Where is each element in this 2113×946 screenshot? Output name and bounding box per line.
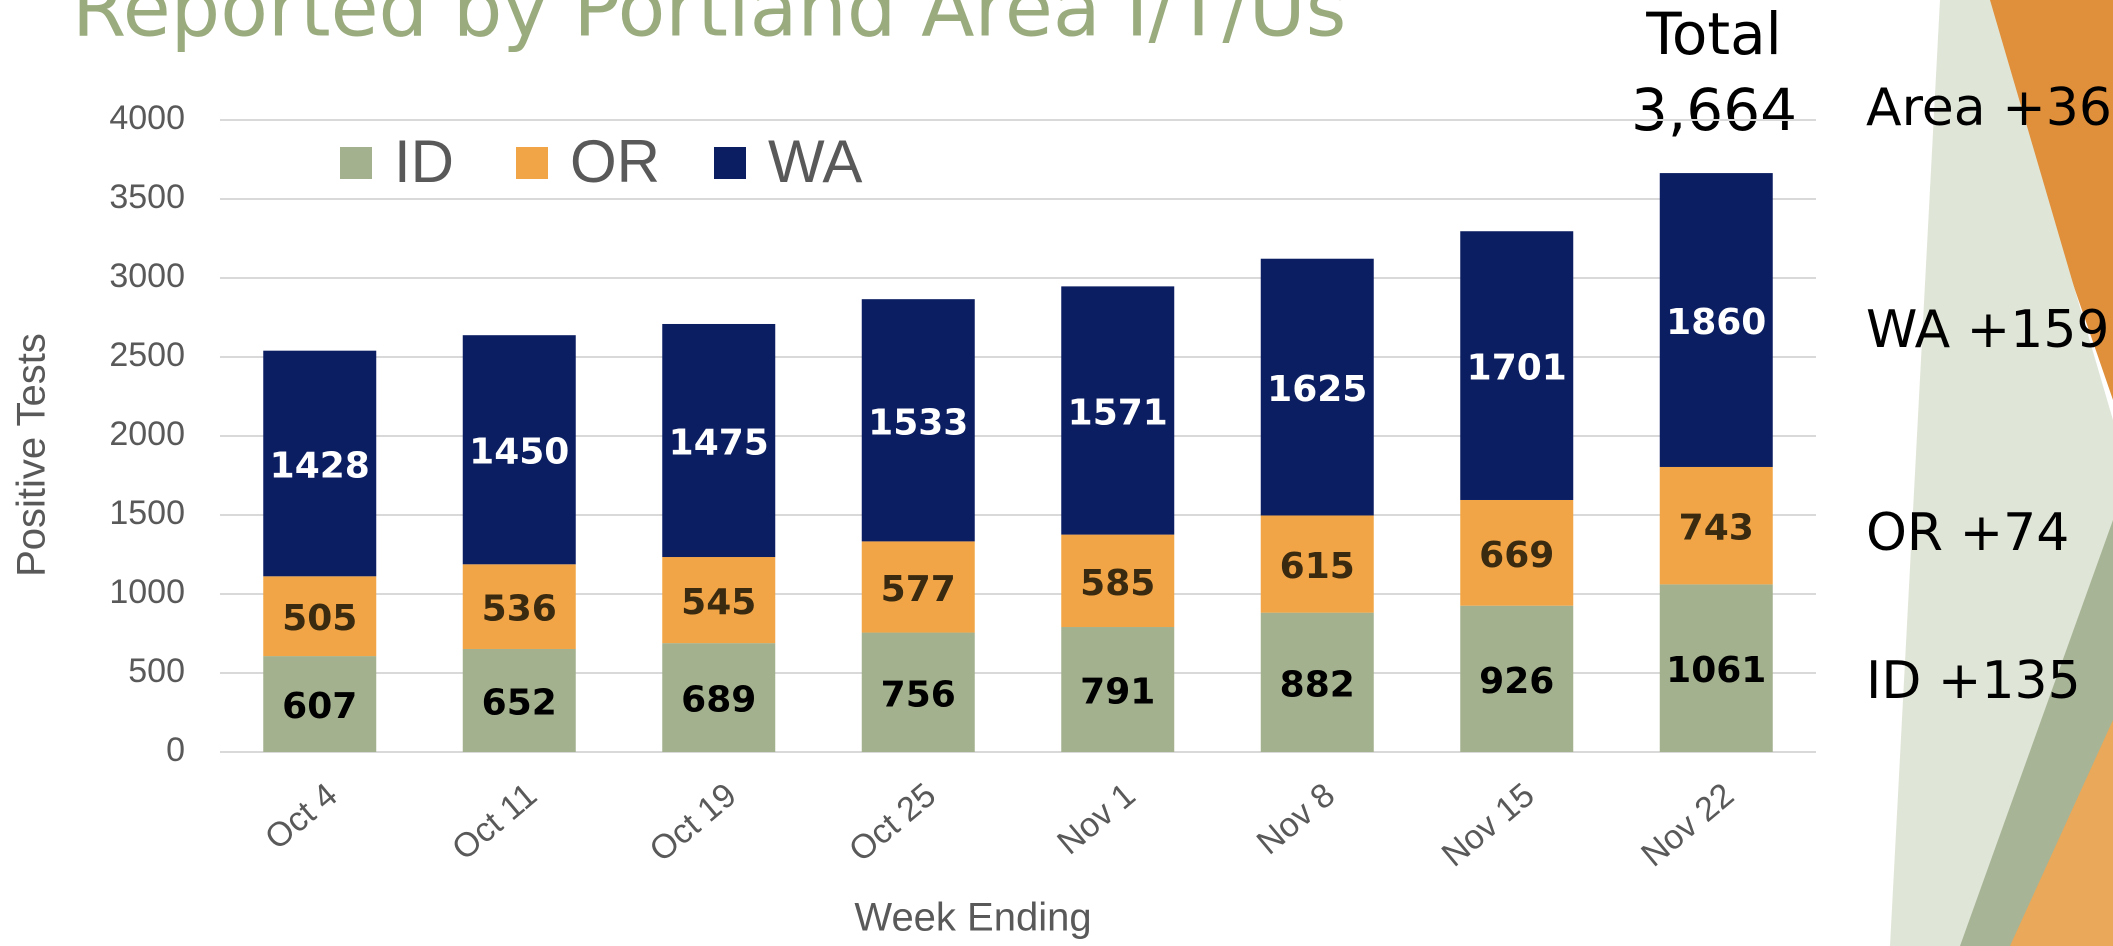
annotation: ID +135 xyxy=(1866,651,2081,711)
data-label: 536 xyxy=(482,589,557,630)
data-label: 1571 xyxy=(1068,392,1168,433)
x-tick-label: Oct 11 xyxy=(445,776,544,868)
y-tick-label: 500 xyxy=(128,652,185,690)
decor xyxy=(2010,720,2113,946)
bar-segment xyxy=(662,323,776,558)
bar-segment xyxy=(263,656,377,752)
bar-segment xyxy=(861,299,975,542)
y-tick-label: 4000 xyxy=(109,99,185,137)
x-tick-label: Nov 8 xyxy=(1250,776,1342,862)
x-tick-label: Oct 25 xyxy=(842,776,943,869)
x-tick-label: Nov 1 xyxy=(1050,776,1142,862)
data-label: 669 xyxy=(1479,535,1554,576)
legend-swatch xyxy=(714,147,746,179)
y-axis-label: Positive Tests xyxy=(10,333,54,577)
data-label: 577 xyxy=(881,569,956,610)
data-label: 1061 xyxy=(1666,650,1766,691)
data-label: 615 xyxy=(1280,546,1355,587)
annotation: OR +74 xyxy=(1866,503,2069,563)
x-tick-label: Oct 4 xyxy=(258,776,345,857)
data-label: 1625 xyxy=(1267,369,1367,410)
data-label: 743 xyxy=(1679,508,1754,549)
x-tick-label: Oct 19 xyxy=(643,776,744,869)
bar-segment xyxy=(1061,286,1175,535)
y-tick-label: 2500 xyxy=(109,336,185,374)
legend-swatch xyxy=(516,147,548,179)
bar-segment xyxy=(462,648,576,752)
bar-segment xyxy=(1260,515,1374,613)
bar-segment xyxy=(1460,499,1574,606)
bar-segment xyxy=(1460,231,1574,500)
data-label: 1860 xyxy=(1666,302,1766,343)
data-label: 505 xyxy=(282,598,357,639)
bar-segment xyxy=(462,564,576,649)
bar-segment xyxy=(1061,627,1175,752)
annotation: Area +368 xyxy=(1866,78,2113,138)
data-label: 756 xyxy=(881,674,956,715)
y-tick-label: 3500 xyxy=(109,178,185,216)
bar-segment xyxy=(861,541,975,633)
bar-segment xyxy=(1260,258,1374,516)
bar-segment xyxy=(263,576,377,657)
bar-segment xyxy=(1061,534,1175,628)
data-label: 1533 xyxy=(868,402,968,443)
y-tick-label: 0 xyxy=(166,731,185,769)
bar-segment xyxy=(263,350,377,577)
x-tick-label: Nov 22 xyxy=(1634,776,1741,874)
legend-label: OR xyxy=(570,128,660,195)
data-label: 545 xyxy=(681,582,756,623)
bar-segment xyxy=(1659,173,1773,467)
bar-segment xyxy=(861,632,975,752)
y-tick-label: 1000 xyxy=(109,573,185,611)
data-label: 1701 xyxy=(1467,348,1567,389)
data-label: 882 xyxy=(1280,664,1355,705)
data-label: 652 xyxy=(482,682,557,723)
y-tick-label: 3000 xyxy=(109,257,185,295)
data-label: 585 xyxy=(1080,563,1155,604)
chart-title: Reported by Portland Area I/T/Us xyxy=(72,0,1346,54)
annotation: 3,664 xyxy=(1631,76,1797,144)
bar-segment xyxy=(1460,605,1574,752)
bar-segment xyxy=(1260,612,1374,752)
bar-segment xyxy=(662,643,776,752)
bar-segment xyxy=(462,335,576,565)
x-axis-label: Week Ending xyxy=(854,896,1091,940)
data-label: 689 xyxy=(681,680,756,721)
bar-segment xyxy=(1659,466,1773,585)
annotation: WA +159 xyxy=(1866,300,2110,360)
data-label: 791 xyxy=(1080,672,1155,713)
bar-segment xyxy=(662,557,776,644)
legend-label: ID xyxy=(394,128,454,195)
y-tick-label: 2000 xyxy=(109,415,185,453)
legend-swatch xyxy=(340,147,372,179)
data-label: 1475 xyxy=(669,423,769,464)
annotation: Total xyxy=(1645,0,1781,68)
legend-label: WA xyxy=(768,128,862,195)
data-label: 1450 xyxy=(469,432,569,473)
data-label: 607 xyxy=(282,686,357,727)
y-tick-label: 1500 xyxy=(109,494,185,532)
x-tick-label: Nov 15 xyxy=(1435,776,1542,874)
data-label: 1428 xyxy=(270,445,370,486)
data-label: 926 xyxy=(1479,661,1554,702)
bar-segment xyxy=(1659,584,1773,752)
